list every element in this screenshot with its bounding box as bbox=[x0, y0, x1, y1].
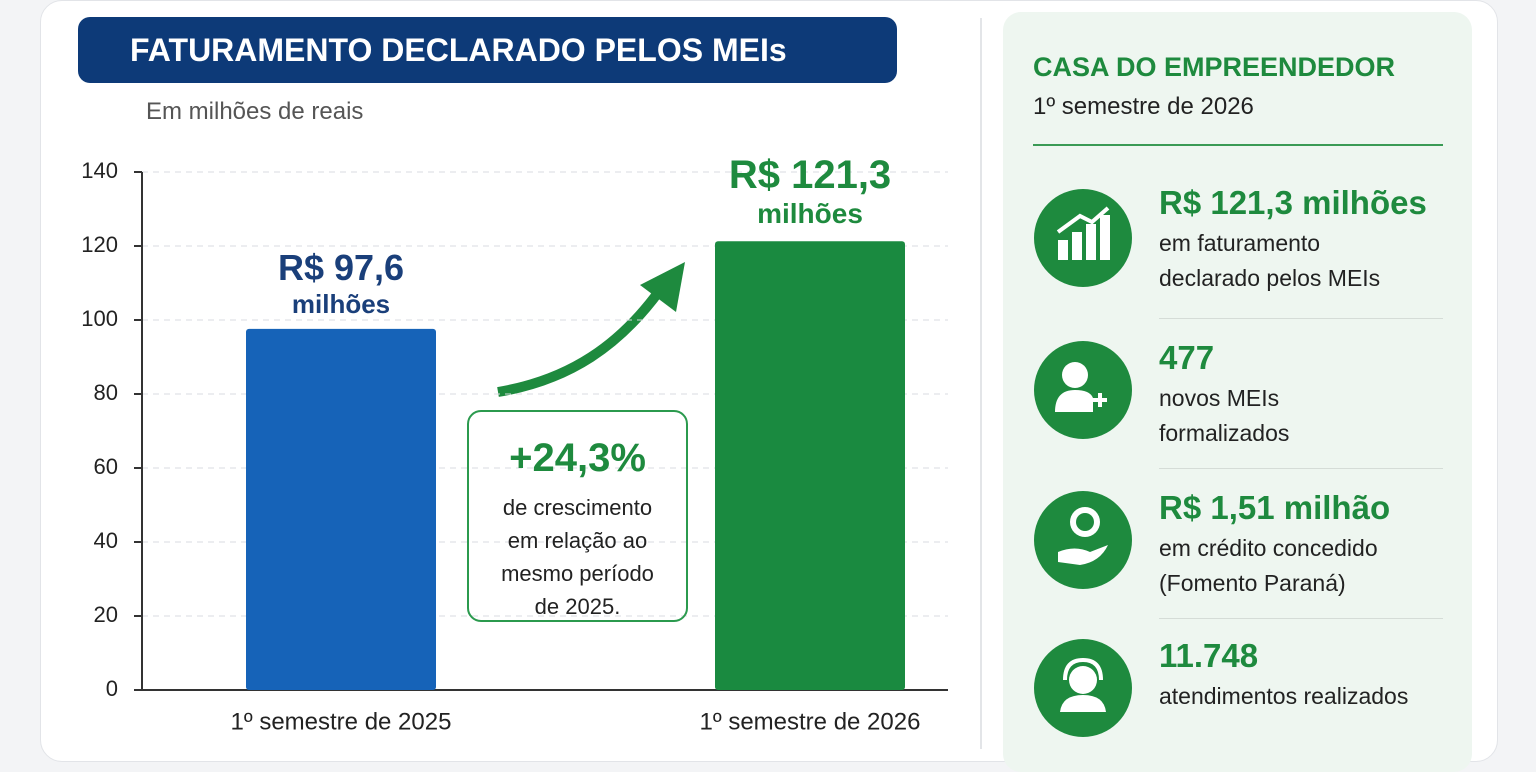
panel-item: 11.748 atendimentos realizados bbox=[1159, 637, 1409, 714]
value-label: R$ 121,3 milhões bbox=[660, 153, 960, 230]
panel-item: R$ 1,51 milhão em crédito concedido (Fome… bbox=[1159, 489, 1409, 601]
annotation-box: +24,3% de crescimento em relação ao mesm… bbox=[467, 410, 688, 622]
page: FATURAMENTO DECLARADO PELOS MEIs Em milh… bbox=[40, 0, 1498, 762]
chart-subtitle: Em milhões de reais bbox=[146, 98, 364, 125]
icon-glyphs bbox=[1055, 206, 1110, 712]
arrow-head bbox=[640, 262, 685, 312]
panel-item: 477 novos MEIs formalizados bbox=[1159, 339, 1409, 451]
y-tick-label: 140 bbox=[81, 158, 118, 183]
bar bbox=[246, 328, 436, 690]
annotation-value: +24,3% bbox=[509, 436, 646, 480]
y-tick-label: 0 bbox=[106, 676, 118, 701]
y-tick-label: 60 bbox=[94, 454, 118, 479]
bar bbox=[715, 241, 905, 690]
chart-title: FATURAMENTO DECLARADO PELOS MEIs bbox=[78, 17, 897, 83]
item-value: 11.748 bbox=[1159, 637, 1259, 674]
value-label-part: milhões bbox=[757, 198, 863, 230]
divider bbox=[980, 18, 982, 749]
x-tick-label: 1º semestre de 2026 bbox=[700, 708, 921, 735]
panel-subtitle: 1º semestre de 2026 bbox=[1033, 93, 1254, 120]
y-tick-label: 20 bbox=[94, 602, 118, 627]
item-value: 477 bbox=[1159, 339, 1215, 376]
panel-title: CASA DO EMPREENDEDOR bbox=[1033, 52, 1396, 82]
y-tick-label: 40 bbox=[94, 528, 118, 553]
value-label-part: milhões bbox=[291, 288, 391, 319]
panel-rule bbox=[1033, 144, 1443, 146]
growth-arrow bbox=[497, 287, 665, 397]
annotation-text: de crescimento em relação ao mesmo perío… bbox=[501, 495, 654, 619]
chart: 0 20 40 60 80 100 120 140 1º semestre de 2025 1º … bbox=[81, 158, 948, 735]
item-value: R$ 121,3 milhões bbox=[1159, 184, 1427, 221]
icon-circles bbox=[1034, 189, 1132, 737]
y-tick-label: 120 bbox=[81, 232, 118, 257]
item-value: R$ 1,51 milhão bbox=[1159, 489, 1391, 526]
panel-item: R$ 121,3 milhões em faturamento declarado… bbox=[1159, 184, 1427, 296]
item-text: atendimentos realizados bbox=[1159, 683, 1409, 709]
separator bbox=[1159, 468, 1443, 469]
y-tick-label: 80 bbox=[94, 380, 118, 405]
value-label: R$ 97,6 milhões bbox=[191, 247, 491, 320]
item-text: novos MEIs formalizados bbox=[1159, 385, 1290, 446]
icons bbox=[1034, 189, 1132, 737]
x-tick-label: 1º semestre de 2025 bbox=[231, 708, 452, 735]
value-label-part: R$ 121,3 bbox=[728, 153, 892, 198]
y-tick-label: 100 bbox=[81, 306, 118, 331]
separator bbox=[1159, 318, 1443, 319]
item-text: em faturamento declarado pelos MEIs bbox=[1159, 230, 1381, 291]
coin-center bbox=[1076, 513, 1094, 531]
value-label-part: R$ 97,6 bbox=[277, 246, 405, 288]
separator bbox=[1159, 618, 1443, 619]
item-text: em crédito concedido (Fomento Paraná) bbox=[1159, 535, 1378, 596]
